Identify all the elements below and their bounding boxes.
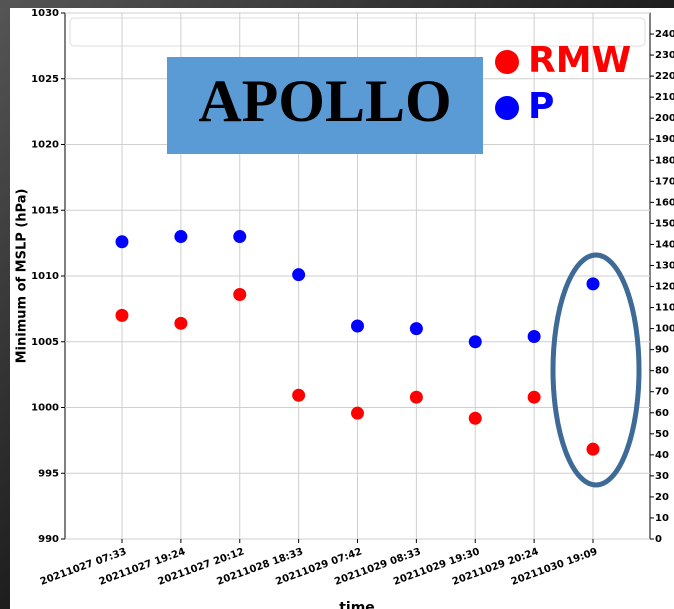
y-tick-label: 995 <box>38 468 59 479</box>
y2-tick-label: 200 <box>655 113 674 124</box>
point <box>174 230 188 244</box>
y2-tick-label: 90 <box>655 345 669 356</box>
legend-label: P <box>528 86 554 127</box>
point <box>586 442 600 456</box>
y-tick-label: 1010 <box>31 271 59 282</box>
legend-marker <box>495 50 519 74</box>
point <box>409 390 423 404</box>
legend-label: RMW <box>528 40 631 81</box>
y2-tick-label: 70 <box>655 387 669 398</box>
annotation-box <box>167 57 483 154</box>
highlight-ellipse <box>550 252 642 488</box>
y2-tick-label: 120 <box>655 282 674 293</box>
y2-tick-label: 40 <box>655 450 669 461</box>
legend-marker <box>495 96 519 120</box>
y2-tick-label: 10 <box>655 513 669 524</box>
y2-tick-label: 180 <box>655 155 674 166</box>
point <box>351 319 364 333</box>
y2-tick-label: 170 <box>655 176 674 187</box>
point <box>409 322 423 336</box>
point <box>115 235 129 249</box>
y-tick-label: 1020 <box>31 140 59 151</box>
y2-tick-label: 30 <box>655 471 669 482</box>
annotation: APOLLO <box>198 68 451 134</box>
y-tick-label: 1005 <box>31 337 59 348</box>
y2-tick-label: 210 <box>655 92 674 103</box>
y2-tick-label: 80 <box>655 366 669 377</box>
point <box>292 268 306 282</box>
y2-tick-label: 190 <box>655 134 674 145</box>
y2-tick-label: 160 <box>655 197 674 208</box>
legend: RMW P <box>495 40 631 127</box>
point <box>351 406 364 420</box>
point <box>586 277 600 291</box>
y2-tick-label: 220 <box>655 71 674 82</box>
y-tick-label: 1015 <box>31 205 59 216</box>
y2-tick-label: 100 <box>655 324 674 335</box>
y-axis-label: Minimum of MSLP (hPa) <box>15 189 30 364</box>
point <box>527 329 541 343</box>
point <box>115 308 129 322</box>
y2-tick-label: 240 <box>655 29 674 40</box>
x-axis-label: time <box>339 600 375 609</box>
y-tick-label: 1030 <box>31 8 59 19</box>
y2-tick-label: 0 <box>655 534 662 545</box>
y-tick-label: 990 <box>38 534 59 545</box>
y2-tick-label: 150 <box>655 218 674 229</box>
y2-tick-label: 60 <box>655 408 669 419</box>
y2-tick-label: 130 <box>655 260 674 271</box>
y2-tick-label: 20 <box>655 492 669 503</box>
y2-tick-label: 50 <box>655 429 669 440</box>
point <box>468 411 482 425</box>
y2-tick-label: 140 <box>655 239 674 250</box>
point <box>468 335 482 349</box>
point <box>233 230 247 244</box>
y2-tick-label: 110 <box>655 303 674 314</box>
point <box>292 388 306 402</box>
point <box>174 316 188 330</box>
point <box>527 390 541 404</box>
y-tick-label: 1025 <box>31 74 59 85</box>
point <box>233 288 247 302</box>
y-tick-label: 1000 <box>31 403 59 414</box>
y2-tick-label: 230 <box>655 50 674 61</box>
